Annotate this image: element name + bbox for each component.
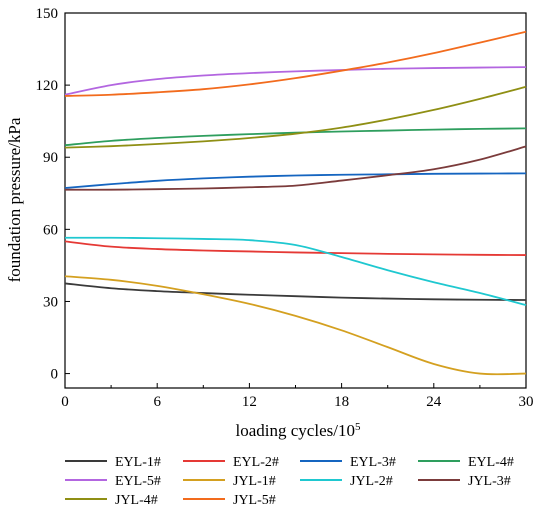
x-axis-title-exponent: 5 bbox=[355, 421, 361, 433]
legend-label: JYL-5# bbox=[233, 493, 276, 508]
x-tick-label: 30 bbox=[519, 394, 534, 410]
legend-label: JYL-3# bbox=[468, 474, 511, 489]
y-axis-title: foundation pressure/kPa bbox=[5, 117, 24, 282]
legend-label: EYL-4# bbox=[468, 455, 514, 470]
x-tick-label: 18 bbox=[334, 394, 349, 410]
series-line-jyl-1 bbox=[64, 275, 527, 376]
series-line-eyl-1 bbox=[64, 282, 527, 301]
y-tick-label: 30 bbox=[43, 294, 58, 310]
y-tick-label: 150 bbox=[36, 6, 59, 22]
series-line-jyl-5 bbox=[64, 30, 527, 97]
y-tick-label: 90 bbox=[43, 150, 58, 166]
series-line-eyl-4 bbox=[64, 127, 527, 147]
x-tick-label: 24 bbox=[426, 394, 442, 410]
x-tick-label: 0 bbox=[61, 394, 69, 410]
y-tick-label: 120 bbox=[36, 78, 59, 94]
series-line-jyl-2 bbox=[64, 236, 527, 306]
series-line-eyl-2 bbox=[64, 240, 527, 256]
y-tick-label: 0 bbox=[51, 367, 59, 383]
y-tick-label: 60 bbox=[43, 222, 58, 238]
legend: EYL-1# EYL-2# EYL-3# EYL-4# EYL-5# JYL-1# JYL-… bbox=[65, 455, 514, 508]
plot-frame bbox=[64, 12, 527, 389]
series-line-eyl-5 bbox=[64, 66, 527, 96]
legend-label: EYL-2# bbox=[233, 455, 279, 470]
x-tick-label: 12 bbox=[242, 394, 257, 410]
series-line-jyl-4 bbox=[64, 85, 527, 149]
legend-label: EYL-3# bbox=[350, 455, 396, 470]
x-axis-title: loading cycles/105 bbox=[236, 421, 361, 440]
legend-label: EYL-1# bbox=[115, 455, 161, 470]
series-line-jyl-3 bbox=[64, 145, 527, 191]
x-axis-title-main: loading cycles/10 bbox=[236, 421, 355, 440]
legend-label: JYL-1# bbox=[233, 474, 276, 489]
series-line-eyl-3 bbox=[64, 172, 527, 189]
legend-label: JYL-4# bbox=[115, 493, 158, 508]
x-tick-label: 6 bbox=[153, 394, 161, 410]
legend-label: EYL-5# bbox=[115, 474, 161, 489]
legend-label: JYL-2# bbox=[350, 474, 393, 489]
